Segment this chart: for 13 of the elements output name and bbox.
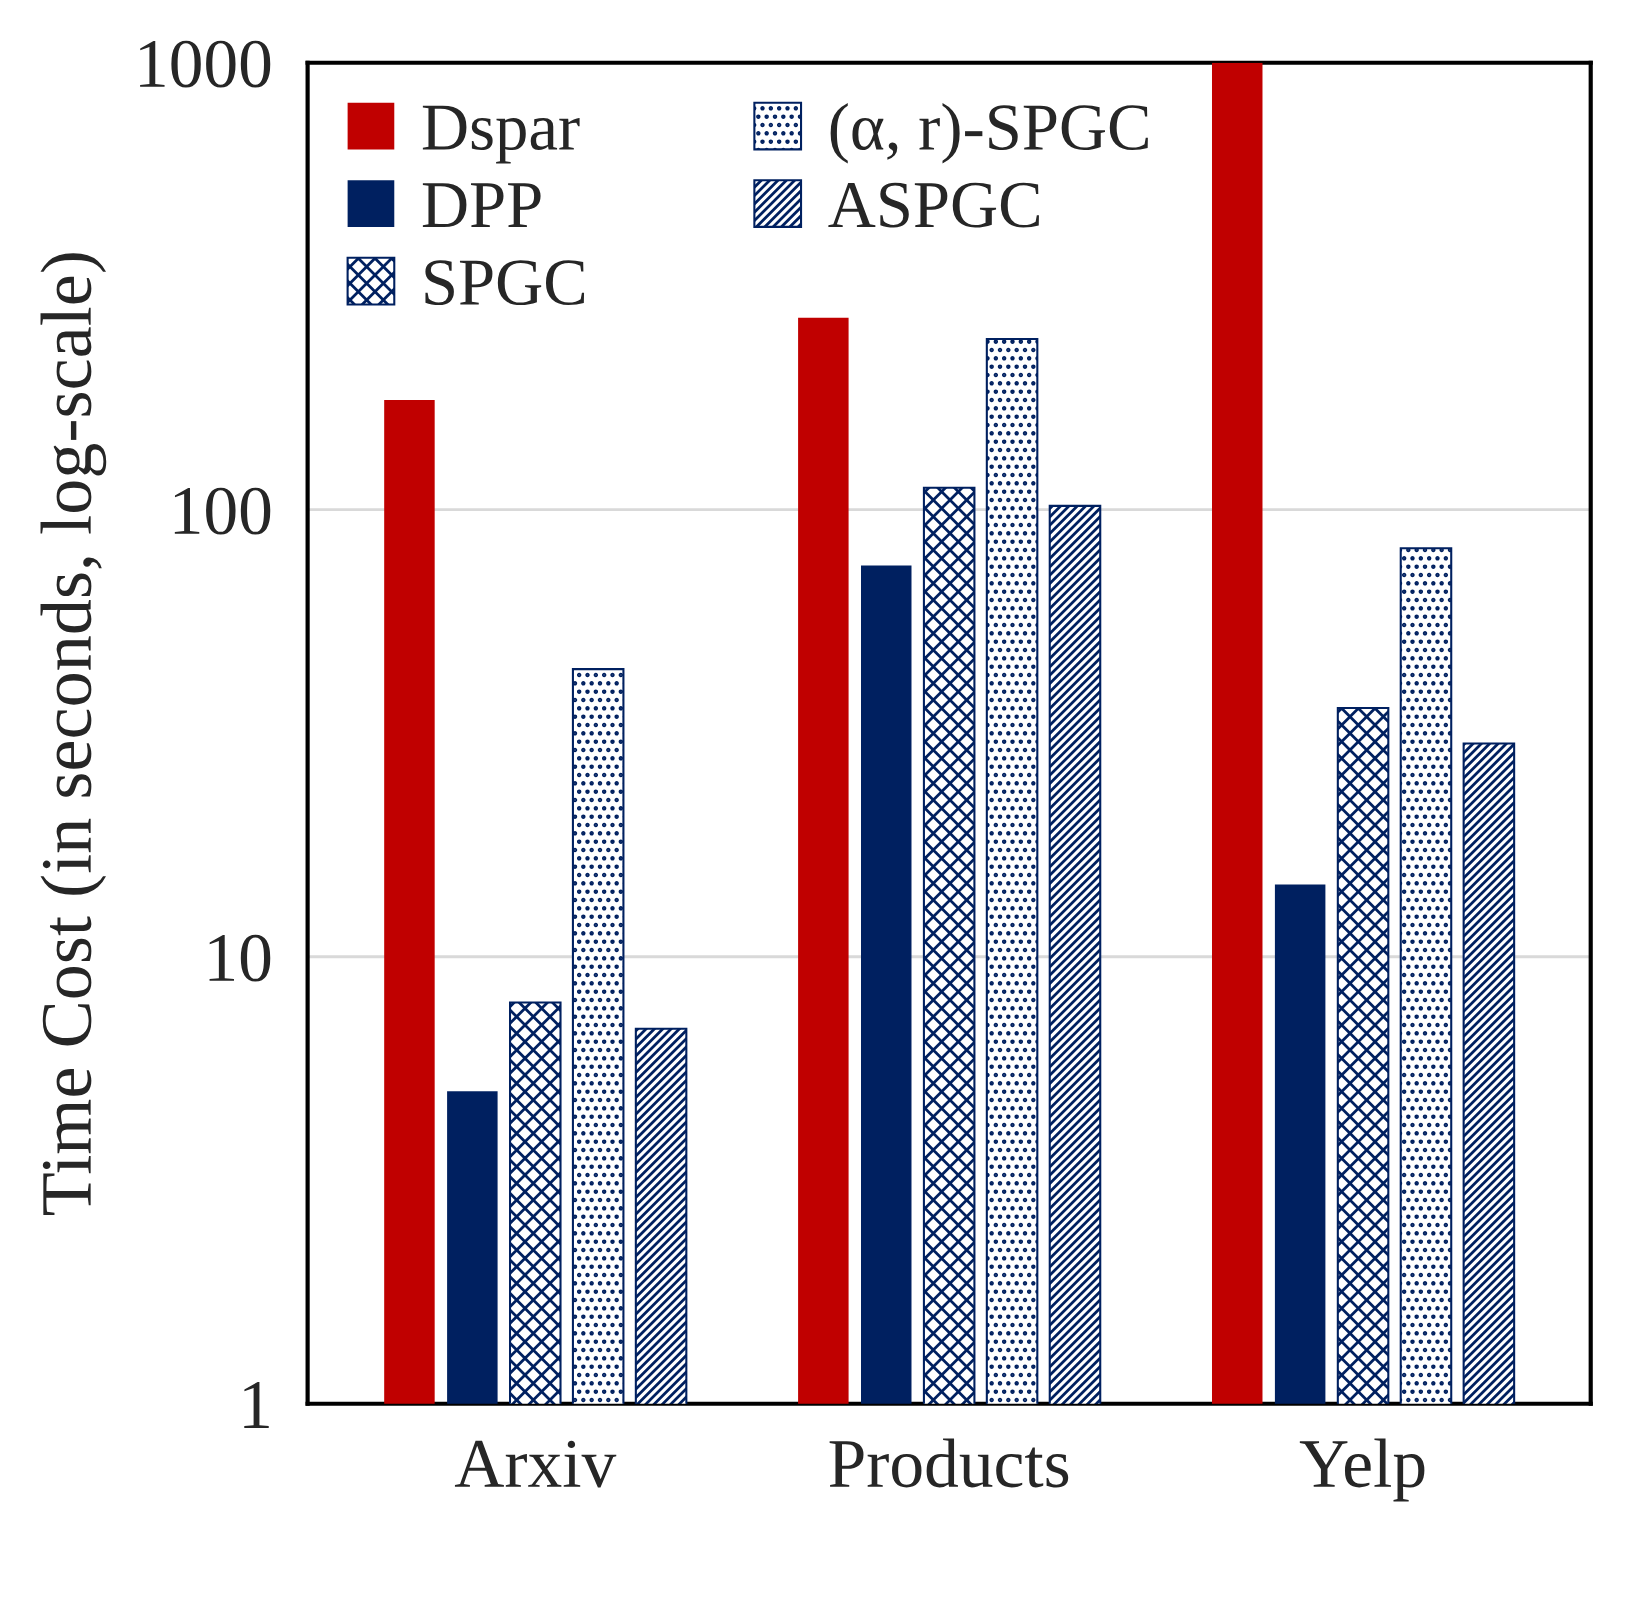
legend-label: SPGC <box>425 260 585 306</box>
y-tick-label: 1 <box>244 1382 269 1428</box>
y-tick-label: 1000 <box>140 40 271 88</box>
legend-label: DPP <box>422 183 541 228</box>
x-tick-label: Products <box>829 1438 1069 1488</box>
y-tick-label: 100 <box>174 487 271 535</box>
x-tick-label: Yelp <box>1299 1438 1425 1502</box>
legend-label: (α, r)-SPGC <box>830 103 1148 164</box>
legend-label: Dspar <box>422 105 580 164</box>
y-tick-label: 10 <box>209 934 271 982</box>
x-tick-label: Arxiv <box>454 1440 617 1488</box>
y-axis-title: Time Cost (in seconds, log-scale) <box>40 253 107 1216</box>
legend-label: ASPGC <box>828 182 1039 228</box>
